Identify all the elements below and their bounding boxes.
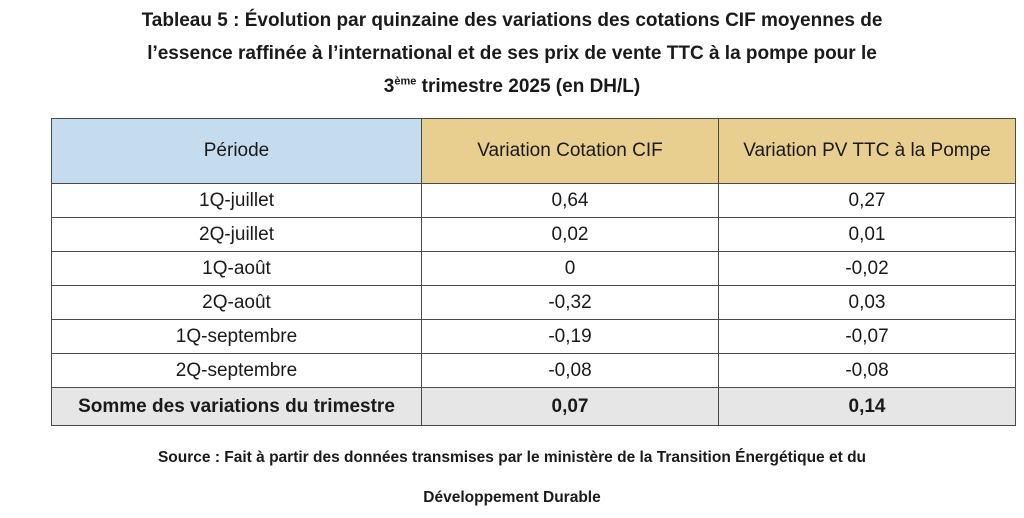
header-variation-cif: Variation Cotation CIF [421,118,719,184]
cell-variation-pv: 0,27 [718,183,1016,218]
header-row: Période Variation Cotation CIF Variation… [51,118,1016,184]
source-line-2: Développement Durable [423,489,601,506]
cell-periode: 1Q-juillet [51,183,422,218]
title-quarter-number: 3 [383,76,395,97]
cell-variation-pv: -0,07 [718,319,1016,354]
title-ordinal-suffix: ème [394,75,417,88]
cell-variation-pv: 0,01 [718,217,1016,252]
cell-periode: 1Q-août [51,251,422,286]
cell-variation-cif: -0,32 [421,285,719,320]
source-line-1: Source : Fait à partir des données trans… [157,449,867,466]
cell-variation-pv: 0,03 [718,285,1016,320]
cell-variation-cif: 0,64 [421,183,719,218]
cell-variation-pv: -0,08 [718,353,1016,388]
cell-periode: 2Q-juillet [51,217,422,252]
variations-table: Période Variation Cotation CIF Variation… [51,118,1016,426]
table-row: 2Q-juillet 0,02 0,01 [51,217,1016,252]
cell-variation-cif: -0,08 [421,353,719,388]
total-label: Somme des variations du trimestre [51,387,422,426]
table-title: Tableau 5 : Évolution par quinzaine des … [0,4,1024,103]
cell-variation-cif: 0 [421,251,719,286]
table-row: 2Q-août -0,32 0,03 [51,285,1016,320]
cell-variation-pv: -0,02 [718,251,1016,286]
cell-periode: 2Q-septembre [51,353,422,388]
cell-variation-cif: -0,19 [421,319,719,354]
title-line-3: 3ème trimestre 2025 (en DH/L) [0,70,1024,103]
total-row: Somme des variations du trimestre 0,07 0… [51,387,1016,426]
table-row: 1Q-juillet 0,64 0,27 [51,183,1016,218]
table-row: 1Q-août 0 -0,02 [51,251,1016,286]
total-variation-cif: 0,07 [421,387,719,426]
cell-periode: 1Q-septembre [51,319,422,354]
title-period-unit: trimestre 2025 (en DH/L) [416,76,641,97]
header-variation-pv-ttc: Variation PV TTC à la Pompe [718,118,1016,184]
table-row: 1Q-septembre -0,19 -0,07 [51,319,1016,354]
title-line-2: l’essence raffinée à l’international et … [147,43,877,64]
total-variation-pv: 0,14 [718,387,1016,426]
table-row: 2Q-septembre -0,08 -0,08 [51,353,1016,388]
header-periode: Période [51,118,422,184]
source-note: Source : Fait à partir des données trans… [0,438,1024,518]
title-line-1: Tableau 5 : Évolution par quinzaine des … [141,10,883,31]
cell-variation-cif: 0,02 [421,217,719,252]
cell-periode: 2Q-août [51,285,422,320]
